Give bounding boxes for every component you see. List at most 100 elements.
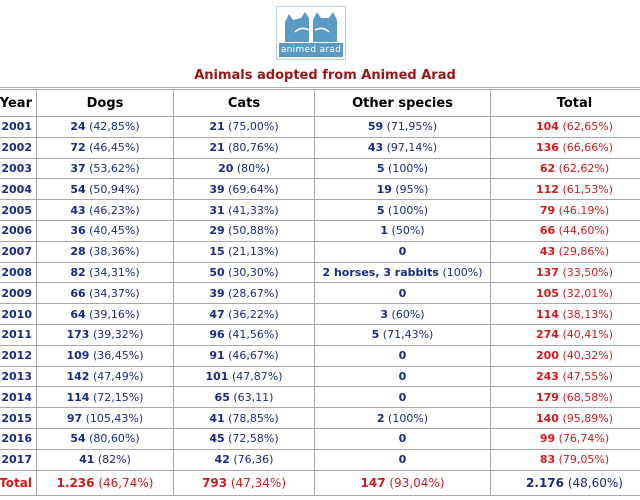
other-cell-percent: (97,14%) — [383, 141, 438, 155]
cats-cell: 39 (69,64%) — [173, 178, 315, 201]
dogs-cell-count: 28 — [70, 245, 86, 259]
other-cell: 0 — [314, 240, 491, 263]
total-cell-percent: (68,58%) — [558, 390, 613, 404]
total-cats-percent: (47,34%) — [227, 475, 286, 490]
cats-cell-count: 45 — [209, 432, 225, 446]
year-cell: 2011 — [0, 323, 37, 346]
total-cell-percent: (66,66%) — [558, 141, 613, 155]
table-row: 2007 28 (38,36%) 15 (21,13%) 0 43 (29,86%) — [0, 240, 640, 263]
cats-cell-count: 65 — [214, 390, 230, 404]
table-row: 2014 114 (72,15%) 65 (63,11) 0 179 (68,58%) — [0, 386, 640, 409]
total-other-count: 147 — [360, 475, 386, 490]
other-cell-count: 0 — [398, 432, 407, 446]
table-row: 2001 24 (42,85%) 21 (75,00%) 59 (71,95%) 104… — [0, 116, 640, 138]
dogs-cell-count: 43 — [70, 203, 86, 217]
cats-cell-percent: (41,56%) — [224, 328, 279, 342]
other-cell: 2 horses, 3 rabbits (100%) — [314, 261, 491, 284]
cats-cell: 29 (50,88%) — [173, 219, 315, 242]
year-cell: 2007 — [0, 240, 37, 263]
total-cats-count: 793 — [202, 475, 228, 490]
total-cell: 105 (32,01%) — [490, 282, 640, 305]
table-row: 2003 37 (53,62%) 20 (80%) 5 (100%) 62 (62,62… — [0, 157, 640, 180]
adoptions-table: Year Dogs Cats Other species Total 2001 2… — [0, 89, 640, 496]
dogs-cell-percent: (34,31%) — [85, 265, 140, 279]
cats-cell-count: 50 — [209, 265, 225, 279]
dogs-cell-count: 142 — [66, 369, 90, 383]
total-cell-count: 62 — [539, 161, 556, 175]
cats-cell-percent: (21,13%) — [224, 245, 279, 259]
table-row: 2006 36 (40,45%) 29 (50,88%) 1 (50%) 66 (44,… — [0, 219, 640, 242]
other-cell-count: 5 — [376, 203, 385, 217]
dogs-cell: 24 (42,85%) — [36, 116, 174, 138]
total-cell-percent: (79,05%) — [555, 453, 610, 467]
total-cell: 104 (62,65%) — [490, 116, 640, 138]
other-cell: 0 — [314, 386, 491, 409]
logo-text: animed arad — [279, 43, 343, 57]
table-row: 2017 41 (82%) 42 (76,36) 0 83 (79,05%) — [0, 448, 640, 471]
dogs-cell-percent: (50,94%) — [85, 182, 140, 196]
year-cell: 2001 — [0, 116, 37, 138]
total-cell: 243 (47,55%) — [490, 365, 640, 388]
other-cell: 0 — [314, 282, 491, 305]
dogs-cell-count: 41 — [79, 453, 95, 467]
year-cell: 2014 — [0, 386, 37, 409]
header-total: Total — [490, 89, 640, 117]
total-cell-count: 200 — [536, 349, 559, 363]
animed-arad-logo[interactable]: animed arad — [276, 6, 346, 60]
total-total-count: 2.176 — [526, 475, 565, 490]
cats-cell: 21 (80,76%) — [173, 136, 315, 159]
cats-cell: 50 (30,30%) — [173, 261, 315, 284]
dogs-cell-count: 64 — [70, 307, 86, 321]
year-cell: 2005 — [0, 199, 37, 221]
table-row: 2008 82 (34,31%) 50 (30,30%) 2 horses, 3 ra… — [0, 261, 640, 284]
other-cell-count: 0 — [398, 245, 407, 259]
other-cell-count: 3 — [380, 307, 389, 321]
dogs-cell-count: 54 — [70, 182, 86, 196]
dogs-cell: 109 (36,45%) — [36, 344, 174, 367]
dogs-cell: 54 (80,60%) — [36, 427, 174, 450]
other-cell-count: 43 — [367, 141, 384, 155]
table-caption: Animals adopted from Animed Arad — [194, 68, 456, 83]
total-cell-count: 274 — [536, 328, 559, 342]
header-year: Year — [0, 89, 37, 117]
other-cell-count: 0 — [398, 369, 407, 383]
other-cell-count: 1 — [380, 224, 389, 238]
other-cell-count: 5 — [371, 328, 380, 342]
cats-cell-count: 21 — [209, 141, 225, 155]
other-cell-count: 0 — [398, 390, 407, 404]
year-cell: 2016 — [0, 427, 37, 450]
header-other-species: Other species — [314, 89, 491, 117]
dogs-cell: 97 (105,43%) — [36, 407, 174, 429]
total-cell-percent: (40,41%) — [558, 328, 613, 342]
dogs-cell-percent: (36,45%) — [89, 349, 144, 363]
other-cell-percent: (71,95%) — [383, 120, 438, 134]
dogs-cell-percent: (47,49%) — [89, 369, 144, 383]
cats-cell: 21 (75,00%) — [173, 116, 315, 138]
total-cell-percent: (29,86%) — [555, 245, 610, 259]
dogs-cell-count: 24 — [70, 120, 86, 134]
cats-cell: 65 (63,11) — [173, 386, 315, 409]
dogs-cell-count: 173 — [66, 328, 90, 342]
cats-cell: 31 (41,33%) — [173, 199, 315, 221]
total-cell-percent: (61,53%) — [558, 182, 613, 196]
cats-cell-count: 20 — [218, 161, 234, 175]
year-cell: 2004 — [0, 178, 37, 201]
table-row: 2012 109 (36,45%) 91 (46,67%) 0 200 (40,32%) — [0, 344, 640, 367]
dogs-cell-count: 66 — [70, 286, 86, 300]
dogs-cell-count: 114 — [66, 390, 90, 404]
total-cell-percent: (32,01%) — [558, 286, 613, 300]
dogs-cell-percent: (80,60%) — [85, 432, 140, 446]
cats-cell-count: 29 — [209, 224, 225, 238]
other-cell: 5 (100%) — [314, 199, 491, 221]
year-cell: 2017 — [0, 448, 37, 471]
total-cell-percent: (33,50%) — [558, 265, 613, 279]
table-row: 2009 66 (34,37%) 39 (28,67%) 0 105 (32,01%) — [0, 282, 640, 305]
dogs-cell: 66 (34,37%) — [36, 282, 174, 305]
total-cell-percent: (44,60%) — [555, 224, 610, 238]
dogs-cell: 82 (34,31%) — [36, 261, 174, 284]
table-row: 2015 97 (105,43%) 41 (78,85%) 2 (100%) 140 (… — [0, 407, 640, 429]
dogs-cell-percent: (105,43%) — [82, 411, 144, 425]
other-cell-percent: (60%) — [388, 307, 425, 321]
other-cell: 2 (100%) — [314, 407, 491, 429]
table-row: 2002 72 (46,45%) 21 (80,76%) 43 (97,14%) 136… — [0, 136, 640, 159]
